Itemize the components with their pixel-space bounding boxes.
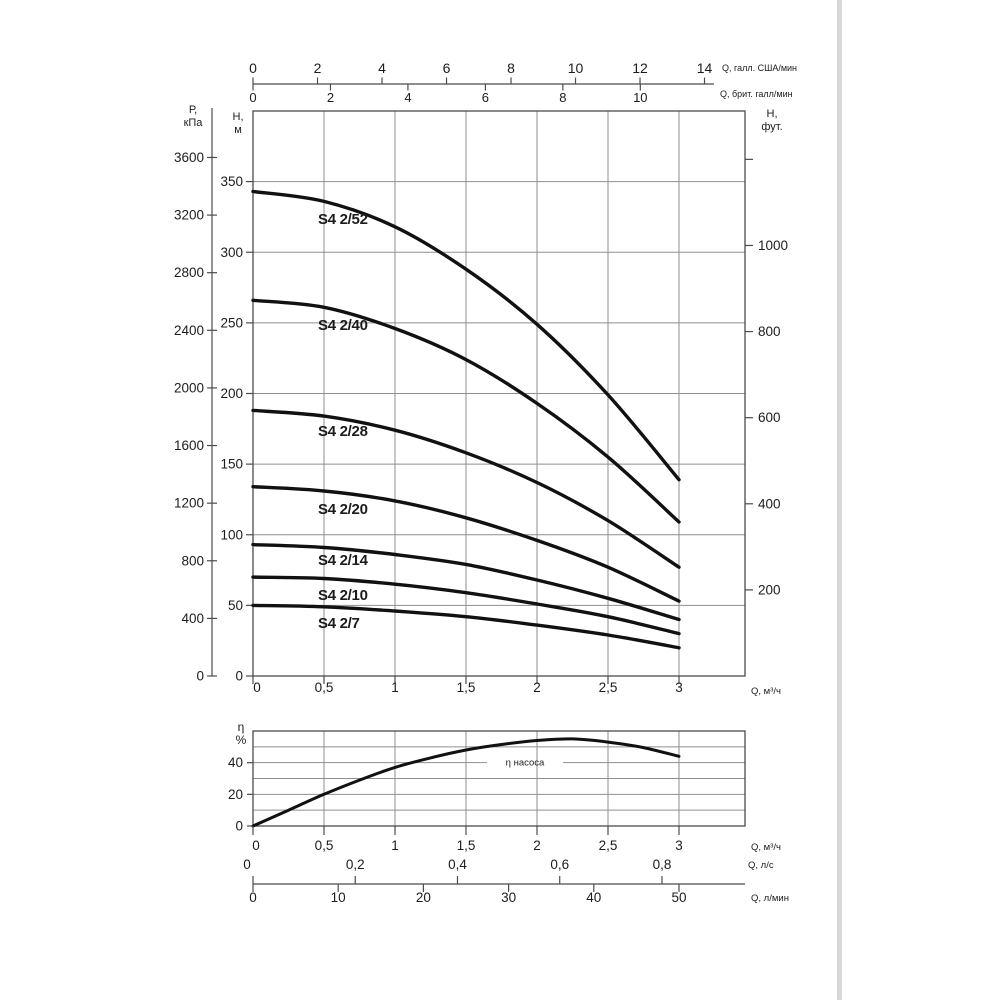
flow-m3h-tick-label: 2,5 [599,680,618,695]
flow-m3h-tick-label: 3 [675,680,683,695]
flow-lpm-tick-label: 30 [501,890,516,905]
head-ft-axis-title: Н, [767,108,778,120]
pressure-tick-label: 400 [181,611,204,626]
us-gpm-tick-label: 6 [443,60,451,76]
head-m-tick-label: 250 [220,315,243,330]
us-gpm-tick-label: 0 [249,60,257,76]
head-ft-axis-title: фут. [761,121,782,133]
pressure-tick-label: 800 [181,553,204,568]
curve-s4-2-28 [251,408,681,569]
efficiency-chart-frame [252,730,746,827]
flow-lpm-tick-label: 0 [249,890,257,905]
imp-gpm-tick-label: 0 [249,90,256,105]
eta-tick-label: 20 [228,787,243,802]
us-gpm-axis-unit: Q, галл. США/мин [722,63,797,73]
curve-label-s4-2-28: S4 2/28 [318,423,368,440]
pressure-tick-label: 1200 [174,496,204,511]
imp-gpm-tick-label: 4 [404,90,411,105]
flow-lpm-tick-label: 50 [671,890,686,905]
head-ft-tick-label: 1000 [758,238,788,253]
pressure-tick-label: 3600 [174,150,204,165]
curve-s4-2-10 [251,575,681,636]
pressure-tick-label: 3200 [174,208,204,223]
imp-gpm-tick-label: 2 [327,90,334,105]
pressure-tick-label: 2400 [174,323,204,338]
head-m-tick-label: 150 [220,457,243,472]
head-ft-tick-label: 800 [758,324,781,339]
head-m-tick-label: 200 [220,386,243,401]
curve-s4-2-20 [251,485,681,603]
head-m-axis-title: м [234,124,242,136]
us-gpm-tick-label: 8 [507,60,515,76]
head-m-tick-label: 0 [235,669,243,684]
eta-flow-m3h-tick-label: 2,5 [599,838,618,853]
imp-gpm-tick-label: 8 [559,90,566,105]
efficiency-series-label: η насоса [506,758,545,769]
flow-lps-axis-unit: Q, л/с [748,860,774,871]
eta-tick-label: 0 [235,819,243,834]
eta-tick-label: 40 [228,755,243,770]
page-edge-band [837,0,842,1000]
pressure-tick-label: 2800 [174,265,204,280]
us-gpm-tick-label: 14 [697,60,713,76]
flow-m3h-tick-label: 2 [533,680,541,695]
pressure-axis-title: кПа [184,117,204,129]
head-ft-tick-label: 200 [758,582,781,597]
eta-flow-m3h-tick-label: 1,5 [457,838,476,853]
pressure-tick-label: 1600 [174,438,204,453]
curve-label-s4-2-40: S4 2/40 [318,317,368,334]
eta-flow-m3h-tick-label: 0,5 [315,838,334,853]
eta-axis-title: η [238,720,245,734]
flow-lpm-tick-label: 40 [586,890,601,905]
eta-axis-title: % [236,733,247,747]
head-m-tick-label: 300 [220,245,243,260]
flow-lps-tick-label: 0,6 [550,857,569,872]
curve-efficiency [251,737,681,828]
curve-s4-2-7 [251,603,681,650]
eta-flow-m3h-tick-label: 0 [252,838,260,853]
curve-s4-2-52 [251,189,681,482]
head-m-tick-label: 50 [228,598,243,613]
head-m-tick-label: 350 [220,174,243,189]
eta-flow-m3h-tick-label: 3 [675,838,683,853]
flow-m3h-tick-label: 1,5 [457,680,476,695]
us-gpm-tick-label: 4 [378,60,386,76]
eta-flow-m3h-tick-label: 2 [533,838,541,853]
flow-m3h-tick-label: 1 [391,680,399,695]
flow-lps-tick-label: 0 [243,857,251,872]
flow-lpm-tick-label: 20 [416,890,431,905]
pressure-tick-label: 0 [196,669,204,684]
imp-gpm-tick-label: 6 [482,90,489,105]
curve-label-s4-2-52: S4 2/52 [318,211,368,228]
curve-s4-2-14 [251,542,681,622]
curve-label-s4-2-14: S4 2/14 [318,552,369,569]
flow-m3h-tick-label: 0,5 [315,680,334,695]
flow-lpm-axis-unit: Q, л/мин [751,893,789,904]
curve-label-s4-2-20: S4 2/20 [318,501,368,518]
pressure-tick-label: 2000 [174,380,204,395]
curve-label-s4-2-7: S4 2/7 [318,615,360,632]
us-gpm-tick-label: 12 [632,60,648,76]
us-gpm-tick-label: 2 [314,60,322,76]
eta-flow-m3h-axis-unit: Q, м³/ч [751,842,781,853]
curve-label-s4-2-10: S4 2/10 [318,587,368,604]
head-ft-tick-label: 600 [758,410,781,425]
head-ft-tick-label: 400 [758,496,781,511]
pressure-axis-title: Р, [189,104,197,116]
imp-gpm-tick-label: 10 [633,90,647,105]
head-m-tick-label: 100 [220,527,243,542]
flow-m3h-axis-unit: Q, м³/ч [751,686,781,697]
flow-lps-tick-label: 0,8 [653,857,672,872]
flow-lpm-tick-label: 10 [331,890,346,905]
imp-gpm-axis-unit: Q, брит. галл/мин [720,89,793,99]
us-gpm-tick-label: 10 [568,60,584,76]
flow-lps-tick-label: 0,2 [346,857,365,872]
eta-flow-m3h-tick-label: 1 [391,838,399,853]
curve-s4-2-40 [251,298,681,524]
flow-lps-tick-label: 0,4 [448,857,467,872]
flow-m3h-tick-label: 0 [253,680,261,695]
head-m-axis-title: Н, [233,111,244,123]
